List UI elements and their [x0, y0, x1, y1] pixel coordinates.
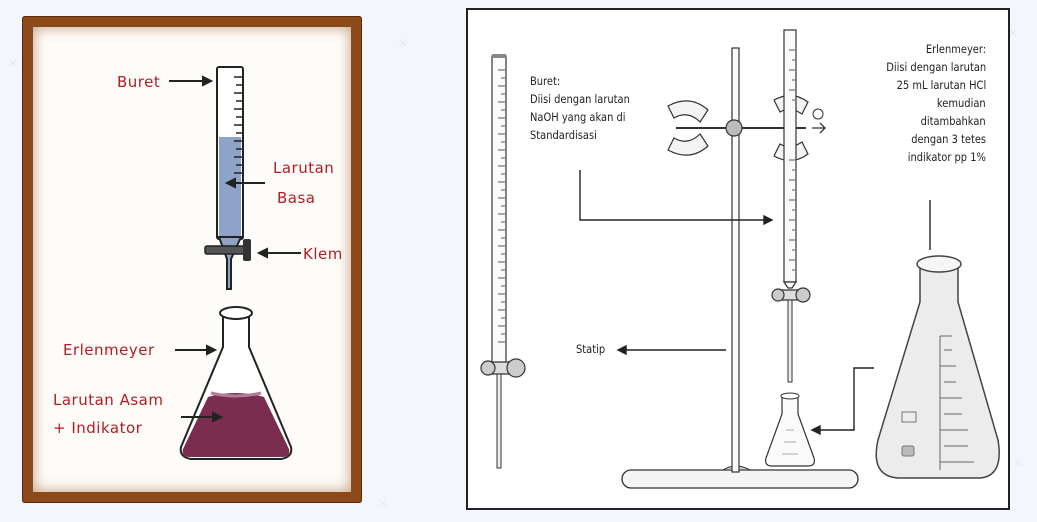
- label-larutan-asam: Larutan Asam: [53, 391, 164, 409]
- left-diagram-canvas: Buret Larutan Basa Klem Erlenmeyer Larut…: [33, 27, 351, 492]
- label-buret-desc-2: NaOH yang akan di: [530, 110, 626, 124]
- label-klem: Klem: [303, 245, 343, 263]
- right-diagram-drawing: [480, 29, 1000, 489]
- label-larutan-basa-2: Basa: [277, 189, 316, 207]
- label-erlenmeyer-desc-4: ditambahkan: [920, 114, 986, 128]
- label-erlenmeyer-desc-2: 25 mL larutan HCl: [896, 78, 986, 92]
- small-flask-ticks: [782, 429, 798, 455]
- label-erlenmeyer: Erlenmeyer: [63, 341, 155, 359]
- standalone-buret-tip: [496, 373, 502, 469]
- clamp-screw-arrow: [812, 122, 826, 134]
- small-flask-mouth: [780, 392, 800, 400]
- label-statip: Statip: [576, 342, 606, 356]
- clamp-jaw-left-top: [667, 100, 709, 123]
- large-flask: [875, 263, 1000, 479]
- left-titration-diagram: Buret Larutan Basa Klem Erlenmeyer Larut…: [22, 16, 362, 503]
- large-flask-logo: [901, 445, 915, 457]
- clamp-boss: [725, 119, 743, 137]
- stand-base: [621, 469, 859, 489]
- left-diagram-drawing: [169, 66, 301, 460]
- flask-mouth: [219, 306, 253, 320]
- buret-graduations: [234, 76, 242, 174]
- small-flask: [765, 395, 815, 467]
- stopcock-left-knob: [480, 360, 496, 376]
- clamped-buret-taper: [782, 281, 798, 289]
- clamped-buret-ticks: [789, 49, 795, 271]
- label-erlenmeyer-desc-3: kemudian: [937, 96, 986, 110]
- label-buret-desc-1: Diisi dengan larutan: [530, 92, 630, 106]
- klem-knob: [243, 239, 251, 261]
- clamped-buret-tip: [787, 299, 793, 383]
- right-pointer-lines: [579, 170, 931, 436]
- label-erlenmeyer-desc-6: indikator pp 1%: [907, 150, 986, 164]
- stand-rod: [731, 47, 740, 473]
- clamped-buret-tube: [783, 29, 797, 283]
- large-flask-graduations: [939, 335, 974, 470]
- label-buret-title: Buret:: [530, 74, 561, 88]
- standalone-buret-ticks: [498, 69, 505, 343]
- clamped-stopcock-knob-left: [771, 288, 785, 302]
- clamp-screw: [812, 108, 824, 120]
- label-erlenmeyer-desc-1: Diisi dengan larutan: [886, 60, 986, 74]
- label-erlenmeyer-title: Erlenmeyer:: [925, 42, 986, 56]
- standalone-buret-top: [492, 54, 506, 58]
- stopcock-right-knob: [506, 358, 526, 378]
- clamp-jaw-left-bottom: [667, 133, 709, 156]
- right-titration-diagram: Buret: Diisi dengan larutan NaOH yang ak…: [466, 8, 1010, 510]
- large-flask-mouth: [916, 255, 962, 273]
- large-flask-marking-area: [901, 411, 917, 423]
- acid-solution: [182, 393, 290, 457]
- clamped-stopcock-knob-right: [795, 287, 811, 303]
- label-indikator: + Indikator: [53, 419, 143, 437]
- label-buret: Buret: [117, 73, 161, 91]
- label-arrows: [169, 75, 301, 423]
- label-buret-desc-3: Standardisasi: [530, 128, 597, 142]
- solution-surface: [210, 391, 262, 398]
- klem-bar: [204, 245, 250, 255]
- base-solution: [219, 137, 241, 237]
- label-larutan-basa-1: Larutan: [273, 159, 335, 177]
- buret-tip: [217, 236, 243, 290]
- label-erlenmeyer-desc-5: dengan 3 tetes: [911, 132, 986, 146]
